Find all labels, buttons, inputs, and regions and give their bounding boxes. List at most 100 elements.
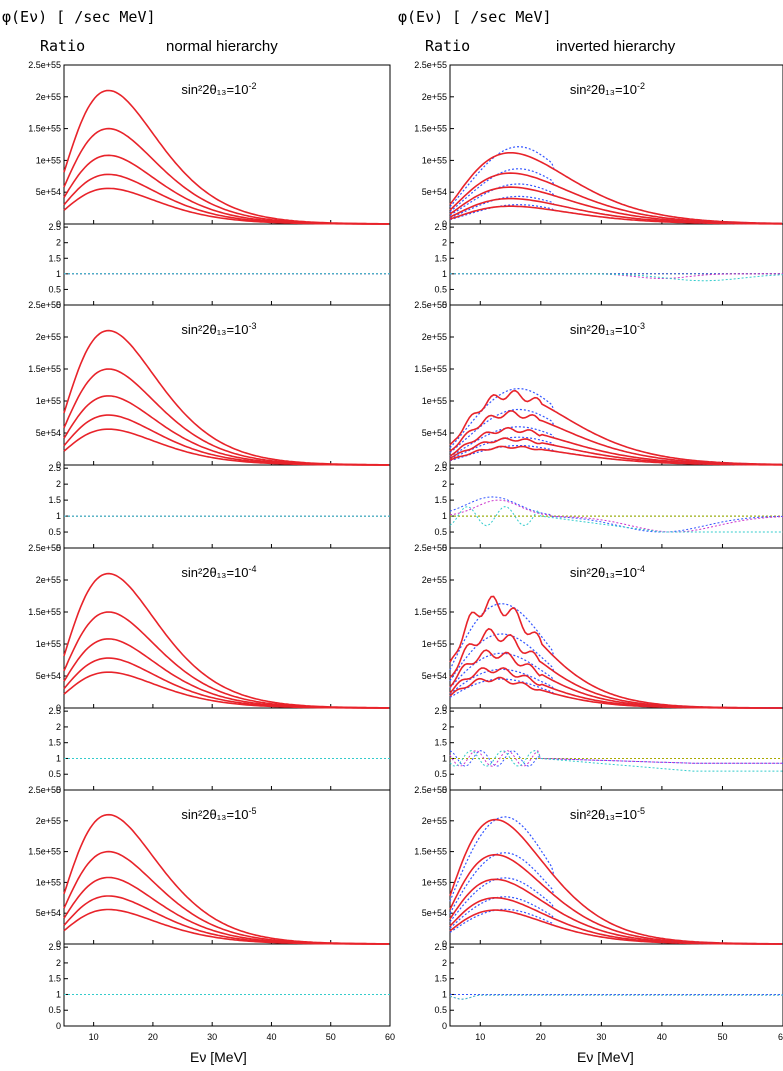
ratio-ytick-label: 0: [442, 300, 447, 310]
panel-inverted-2: 05e+541e+551.5e+552e+552.5e+5500.511.522…: [414, 300, 783, 553]
panel-inverted-1: 05e+541e+551.5e+552e+552.5e+5500.511.522…: [414, 60, 783, 310]
flux-curve: [63, 329, 389, 466]
flux-curve: [63, 638, 389, 709]
xtick-label: 30: [596, 1032, 606, 1042]
ratio-ytick-label: 0: [442, 1021, 447, 1031]
ratio-ytick-label: 0.5: [434, 527, 447, 537]
ratio-ytick-label: 2.5: [434, 942, 447, 952]
ratio-ytick-label: 0: [56, 785, 61, 795]
xtick-label: 20: [536, 1032, 546, 1042]
flux-curve: [63, 89, 389, 225]
flux-ytick-label: 1e+55: [36, 877, 61, 887]
panel-inverted-4: 05e+541e+551.5e+552e+552.5e+5500.511.522…: [414, 785, 783, 1042]
flux-curve: [63, 428, 389, 466]
ratio-ytick-label: 2.5: [48, 463, 61, 473]
ratio-curve: [449, 750, 783, 767]
left-xlabel: Eν [MeV]: [190, 1049, 247, 1065]
flux-ytick-label: 2.5e+55: [28, 300, 61, 310]
flux-curve: [63, 657, 389, 709]
annotation-exponent: -5: [249, 806, 257, 816]
ratio-ytick-label: 1.5: [48, 253, 61, 263]
flux-curve: [63, 850, 389, 945]
ratio-curve: [449, 499, 783, 533]
ratio-ytick-label: 2: [56, 722, 61, 732]
flux-ytick-label: 5e+54: [422, 428, 447, 438]
flux-curve: [449, 853, 782, 945]
ratio-ytick-label: 1.5: [48, 495, 61, 505]
flux-curve: [63, 154, 389, 225]
annotation-exponent: -4: [249, 564, 257, 574]
sin2theta-annotation: sin²2θ₁₃=10-4: [181, 564, 256, 580]
flux-ytick-label: 2e+55: [36, 816, 61, 826]
flux-ytick-label: 0: [56, 219, 61, 229]
flux-curve-dotted: [449, 195, 782, 225]
sin2theta-annotation: sin²2θ₁₃=10-4: [570, 564, 645, 580]
flux-ytick-label: 1.5e+55: [28, 124, 61, 134]
ratio-curve: [450, 273, 783, 279]
ratio-ytick-label: 0: [442, 543, 447, 553]
flux-ytick-label: 5e+54: [36, 671, 61, 681]
flux-ytick-label: 1.5e+55: [414, 607, 447, 617]
flux-ytick-label: 2e+55: [422, 816, 447, 826]
xtick-label: 10: [475, 1032, 485, 1042]
flux-curve: [449, 909, 782, 945]
sin2theta-annotation: sin²2θ₁₃=10-5: [181, 806, 256, 822]
ratio-ytick-label: 0.5: [434, 1005, 447, 1015]
right-ratio-ylabel: Ratio: [425, 37, 470, 55]
ratio-ytick-label: 2.5: [434, 706, 447, 716]
ratio-curve: [449, 496, 783, 533]
ratio-ytick-label: 1: [56, 753, 61, 763]
ratio-ytick-label: 0.5: [48, 284, 61, 294]
xtick-label: 50: [326, 1032, 336, 1042]
flux-curve-dotted: [449, 877, 782, 945]
flux-curve: [63, 187, 389, 225]
flux-curve-dotted: [449, 603, 782, 709]
ratio-ytick-label: 2: [442, 238, 447, 248]
flux-ytick-label: 2.5e+55: [28, 785, 61, 795]
ratio-curve: [450, 273, 783, 282]
ratio-ytick-label: 0.5: [434, 284, 447, 294]
flux-ytick-label: 1.5e+55: [28, 607, 61, 617]
flux-curve: [449, 445, 782, 466]
sin2theta-annotation: sin²2θ₁₃=10-2: [570, 81, 645, 97]
ratio-frame: [63, 943, 391, 1027]
ratio-ytick-label: 2: [442, 958, 447, 968]
ratio-ytick-label: 2: [56, 479, 61, 489]
ratio-curve: [449, 506, 783, 533]
annotation-exponent: -2: [637, 81, 645, 91]
flux-curve: [63, 395, 389, 466]
panels: 05e+541e+551.5e+552e+552.5e+5500.511.522…: [28, 60, 783, 1042]
flux-curve: [63, 895, 389, 945]
ratio-ytick-label: 1: [56, 511, 61, 521]
flux-curve: [63, 813, 389, 945]
ratio-ytick-label: 1: [442, 511, 447, 521]
annotation-exponent: -3: [249, 321, 257, 331]
flux-ytick-label: 0: [56, 939, 61, 949]
flux-ytick-label: 2e+55: [36, 92, 61, 102]
ratio-curve: [449, 994, 783, 1000]
flux-curve: [63, 611, 389, 709]
right-xlabel: Eν [MeV]: [577, 1049, 634, 1065]
ratio-ytick-label: 1: [442, 753, 447, 763]
xtick-label: 60: [778, 1032, 783, 1042]
ratio-frame: [63, 223, 391, 306]
flux-ytick-label: 0: [442, 219, 447, 229]
annotation-exponent: -3: [637, 321, 645, 331]
flux-curve: [449, 437, 782, 466]
flux-ytick-label: 5e+54: [422, 187, 447, 197]
flux-curve: [449, 897, 782, 945]
ratio-ytick-label: 2: [442, 722, 447, 732]
ratio-frame: [449, 464, 783, 549]
flux-curve: [63, 414, 389, 466]
flux-ytick-label: 1e+55: [422, 155, 447, 165]
sin2theta-annotation: sin²2θ₁₃=10-5: [570, 806, 645, 822]
flux-ytick-label: 5e+54: [36, 428, 61, 438]
flux-ytick-label: 1e+55: [36, 639, 61, 649]
flux-curve: [63, 572, 389, 709]
ratio-ytick-label: 0: [56, 300, 61, 310]
left-ratio-ylabel: Ratio: [40, 37, 85, 55]
right-flux-ylabel: φ(Eν) [ /sec MeV]: [398, 8, 552, 26]
flux-ytick-label: 2e+55: [422, 575, 447, 585]
flux-ytick-label: 2e+55: [422, 332, 447, 342]
xtick-label: 40: [266, 1032, 276, 1042]
